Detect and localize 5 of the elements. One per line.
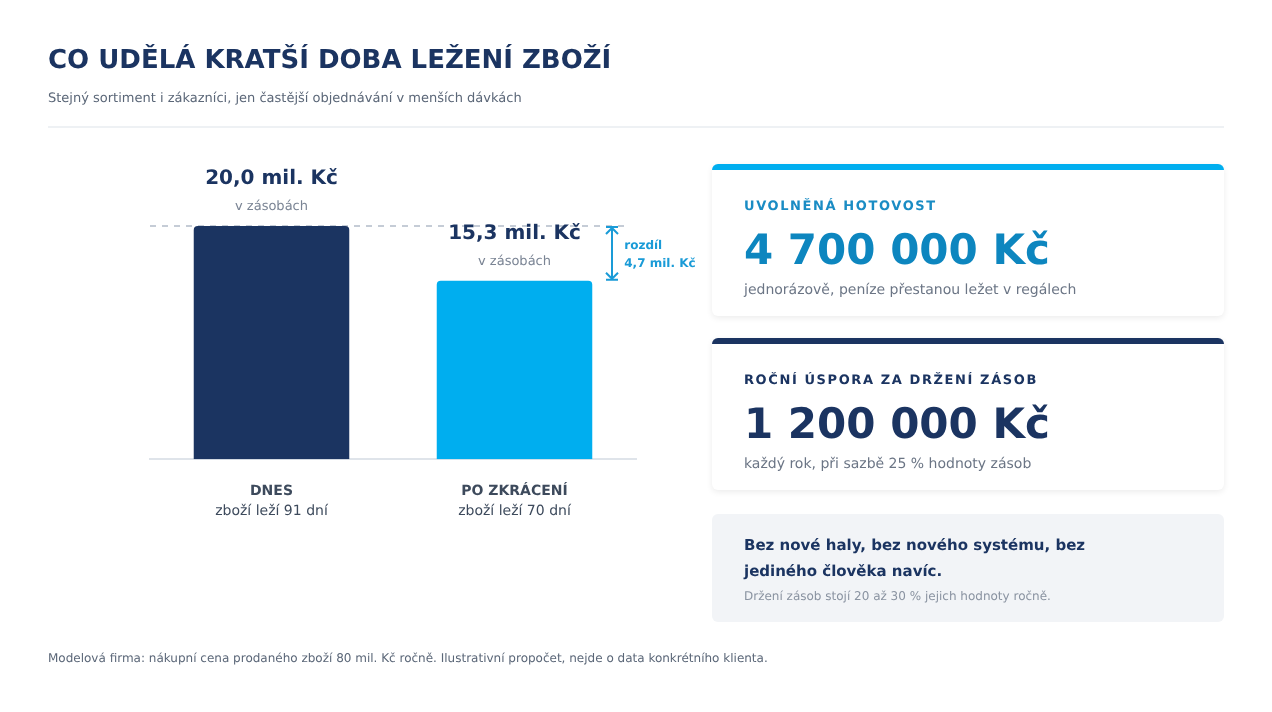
data-label: 20,0 mil. Kč [205,168,339,190]
data-label: 15,3 mil. Kč [448,222,582,245]
chart-title: CO UDĚLÁ KRATŠÍ DOBA LEŽENÍ ZBOŽÍ [48,46,612,76]
text: 4 700 000 Kč [744,226,1052,274]
text: 1 200 000 Kč [744,400,1052,448]
